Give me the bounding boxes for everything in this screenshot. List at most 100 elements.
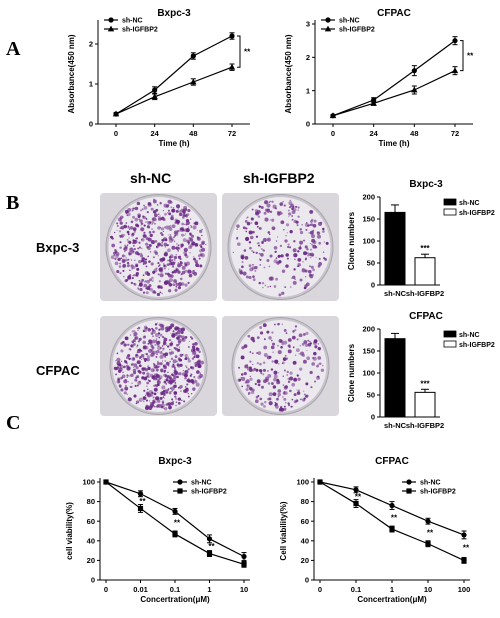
series-sh-NC <box>317 479 467 540</box>
colony-dish-bxpc3-sh-igfbp2 <box>222 193 339 301</box>
x-tick-label: 0 <box>114 129 118 138</box>
y-tick-label: 100 <box>362 369 375 378</box>
significance-label: ** <box>139 497 146 506</box>
legend-label: sh-IGFBP2 <box>459 210 495 217</box>
dish-well <box>234 320 327 412</box>
legend-label: sh-NC <box>459 200 480 207</box>
chart-a1-bxpc3-absorbance: Bxpc-3 0 1 2 0 24 48 72 Time (h) Absorbance(450 n… <box>60 2 260 162</box>
data-point <box>452 38 458 44</box>
chart-b2-cfpac-clones: CFPAC 0 50 100 150 200 Clone numbers sh-NC sh-IG… <box>340 307 498 435</box>
chart-title: CFPAC <box>409 311 443 322</box>
legend-swatch <box>443 340 457 348</box>
bar-sh-IGFBP2 <box>414 391 436 418</box>
panel-letter-c: C <box>6 412 21 434</box>
y-tick-label: 100 <box>82 478 95 487</box>
legend-label: sh-NC <box>191 480 212 487</box>
legend-label: sh-NC <box>420 480 441 487</box>
colonies <box>110 198 207 297</box>
bar-sh-NC <box>384 211 406 286</box>
significance-label: ** <box>427 528 434 537</box>
data-point <box>425 541 431 547</box>
data-point <box>411 68 417 74</box>
series-line <box>332 40 456 117</box>
legend-label: sh-IGFBP2 <box>339 27 375 34</box>
y-axis-label: Absorbance(450 nm) <box>284 34 293 113</box>
x-axis-label: Concertration(μM) <box>357 595 427 604</box>
y-tick-label: 40 <box>87 536 95 545</box>
significance-bracket <box>237 35 241 68</box>
bar-sh-NC <box>384 338 406 418</box>
y-tick-label: 1 <box>306 86 310 95</box>
y-tick-label: 60 <box>87 517 95 526</box>
colonies <box>237 322 325 412</box>
significance-label: ** <box>463 544 470 553</box>
significance-label: ** <box>244 48 251 57</box>
colony-dish-bxpc3-sh-nc <box>100 193 217 301</box>
legend-marker <box>177 488 183 494</box>
legend-label: sh-NC <box>459 332 480 339</box>
y-tick-label: 100 <box>362 237 375 246</box>
x-tick-label: 0 <box>331 129 335 138</box>
x-tick-label: 1 <box>207 585 211 594</box>
legend-label: sh-IGFBP2 <box>420 489 456 496</box>
y-tick-label: 80 <box>87 497 95 506</box>
series-sh-NC <box>113 32 235 117</box>
dish-well <box>112 320 205 412</box>
y-tick-label: 200 <box>362 325 375 334</box>
legend-label: sh-IGFBP2 <box>459 342 495 349</box>
x-tick-label: 0 <box>318 585 322 594</box>
legend-marker <box>107 25 115 32</box>
chart-c2-cfpac-viability: CFPAC 0 20 40 60 80 100 0 0.1 1 10 100 Concertration… <box>270 452 495 618</box>
y-tick-label: 1 <box>89 80 93 89</box>
y-tick-label: 50 <box>367 391 375 400</box>
data-point <box>370 99 377 106</box>
x-tick-label: 24 <box>150 129 159 138</box>
legend-label: sh-IGFBP2 <box>191 489 227 496</box>
x-axis-label: Time (h) <box>159 139 190 148</box>
data-point <box>389 526 395 532</box>
y-tick-label: 3 <box>306 20 310 29</box>
data-point <box>353 500 359 507</box>
chart-a2-cfpac-absorbance: CFPAC 0 1 2 3 0 24 48 72 Time (h) Absorbance(450 n… <box>275 2 485 162</box>
x-tick-label: 48 <box>410 129 418 138</box>
data-point <box>137 491 144 497</box>
legend: sh-NC sh-IGFBP2 <box>443 198 495 217</box>
series-line <box>332 70 456 117</box>
chart-b1-bxpc3-clones: Bxpc-3 0 50 100 150 200 Clone numbers sh-NC sh-I… <box>340 175 498 303</box>
series-sh-NC <box>330 36 458 119</box>
data-point <box>317 479 323 485</box>
x-tick-label: sh-NC <box>384 289 407 298</box>
legend-marker <box>406 488 412 494</box>
data-point <box>172 531 178 537</box>
data-point <box>152 87 158 93</box>
legend-marker <box>325 17 331 23</box>
data-point <box>190 53 196 59</box>
y-tick-label: 40 <box>301 536 309 545</box>
x-tick-label: 24 <box>369 129 378 138</box>
series-sh-IGFBP2 <box>112 63 236 117</box>
legend-swatch <box>443 208 457 216</box>
legend-label: sh-NC <box>339 18 360 25</box>
data-point <box>112 110 120 117</box>
series-sh-IGFBP2 <box>103 479 247 568</box>
significance-label: ** <box>355 493 362 502</box>
x-tick-label: 100 <box>458 585 471 594</box>
significance-bracket <box>460 40 464 72</box>
legend: sh-NC sh-IGFBP2 <box>104 17 158 34</box>
data-point <box>461 532 467 538</box>
y-tick-label: 60 <box>301 517 309 526</box>
y-tick-label: 0 <box>91 576 95 585</box>
x-tick-label: 72 <box>228 129 236 138</box>
significance-label: ** <box>391 513 398 522</box>
data-point <box>451 67 459 74</box>
chart-title: Bxpc-3 <box>409 179 443 190</box>
data-point <box>206 550 213 557</box>
col-header-sh-nc: sh-NC <box>130 170 172 186</box>
colonies <box>113 322 205 411</box>
x-tick-label: 0 <box>104 585 108 594</box>
y-axis-label: Clone numbers <box>347 211 356 270</box>
y-tick-label: 0 <box>305 576 309 585</box>
y-tick-label: 50 <box>367 259 375 268</box>
y-tick-label: 0 <box>306 120 310 129</box>
data-point <box>389 502 395 509</box>
